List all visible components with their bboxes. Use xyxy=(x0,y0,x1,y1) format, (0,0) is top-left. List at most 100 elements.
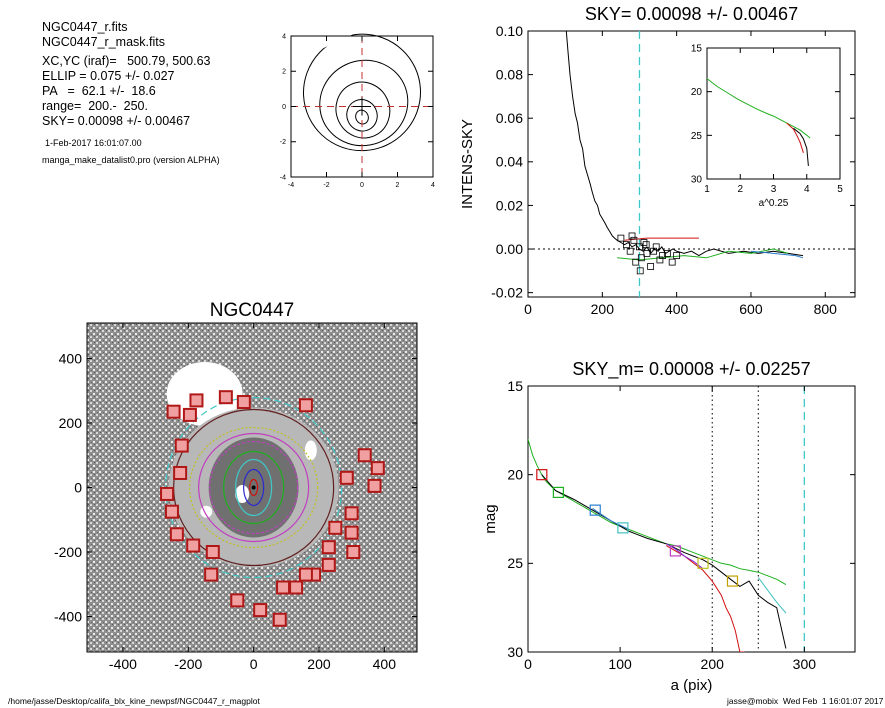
y-tick-label: 20 xyxy=(507,467,523,483)
inset-series-1 xyxy=(786,122,804,153)
masked-region-outline xyxy=(164,504,179,519)
x-tick-label: 600 xyxy=(739,301,763,317)
date-stamp: 1-Feb-2017 16:01:07.00 xyxy=(45,138,142,148)
masked-region-marker xyxy=(358,448,372,462)
x-tick-label: 200 xyxy=(591,301,615,317)
intens-ylabel: INTENS-SKY xyxy=(459,119,476,209)
y-tick-label: 200 xyxy=(59,415,83,431)
masked-region-outline xyxy=(321,540,336,555)
y-tick-label: -200 xyxy=(54,544,82,560)
masked-region-outline xyxy=(344,525,359,540)
contour-line xyxy=(355,109,369,125)
x-tick-label: 0 xyxy=(524,301,532,317)
masked-region-outline xyxy=(367,478,382,493)
x-tick-label: 0 xyxy=(250,656,258,672)
y-tick-label: -4 xyxy=(280,174,286,181)
mask-name: NGC0447_r_mask.fits xyxy=(42,35,165,49)
masked-region-marker xyxy=(299,398,313,412)
ellip-value: ELLIP = 0.075 +/- 0.027 xyxy=(42,69,175,83)
masked-region-marker xyxy=(322,540,336,554)
masked-region-marker xyxy=(165,505,179,519)
data-square xyxy=(642,241,650,249)
masked-region-marker xyxy=(345,526,359,540)
y-tick-label: 400 xyxy=(59,350,83,366)
intens-series-0 xyxy=(565,31,804,257)
masked-region-outline xyxy=(173,465,188,480)
x-tick-label: 1 xyxy=(704,184,710,195)
masked-region-marker xyxy=(206,545,220,559)
y-tick-label: 0.06 xyxy=(496,110,523,126)
data-square xyxy=(628,232,636,240)
x-tick-label: 100 xyxy=(608,656,632,672)
masked-region-marker xyxy=(219,390,233,404)
x-tick-label: 800 xyxy=(814,301,838,317)
intens-title: SKY= 0.00098 +/- 0.00467 xyxy=(585,4,798,24)
mag-title: SKY_m= 0.00008 +/- 0.02257 xyxy=(572,359,810,380)
isophote-square xyxy=(697,557,709,569)
masked-region-marker xyxy=(273,613,287,627)
masked-region-marker xyxy=(328,521,342,535)
intens-series-3 xyxy=(750,250,804,259)
galaxy-layer xyxy=(160,361,385,627)
masked-region-marker xyxy=(299,567,313,582)
isophote-square xyxy=(669,545,681,557)
masked-region-marker xyxy=(322,558,336,572)
masked-region-marker xyxy=(170,527,184,541)
masked-region-outline xyxy=(298,567,313,582)
program-name: manga_make_datalist0.pro (version ALPHA) xyxy=(42,155,220,165)
masked-region-marker xyxy=(173,466,187,480)
masked-region-marker xyxy=(204,567,218,582)
masked-region-marker xyxy=(189,393,204,408)
masked-region-marker xyxy=(237,395,251,409)
data-square xyxy=(632,258,640,266)
y-tick-label: 15 xyxy=(691,44,703,55)
galaxy-nucleus xyxy=(251,485,256,490)
intens-frame xyxy=(527,30,856,298)
y-tick-label: 15 xyxy=(507,378,523,394)
masked-region-marker xyxy=(289,580,303,595)
x-tick-label: 400 xyxy=(665,301,689,317)
masked-region-outline xyxy=(230,593,245,608)
masked-region-outline xyxy=(339,470,354,485)
masked-region-marker xyxy=(253,603,267,617)
x-tick-label: 0 xyxy=(360,182,364,189)
inset-frame xyxy=(706,47,841,180)
mag-series-1 xyxy=(541,474,787,649)
masked-region-outline xyxy=(189,393,204,408)
y-tick-label: -0.02 xyxy=(491,285,523,301)
isophote-ellipse xyxy=(209,440,299,535)
x-tick-label: 200 xyxy=(307,656,331,672)
y-tick-label: 0.10 xyxy=(496,23,523,39)
mag-series-5 xyxy=(757,577,787,614)
inset-series-2 xyxy=(793,127,809,166)
inset-xlabel: a^0.25 xyxy=(759,198,789,209)
isophote-ellipse xyxy=(223,450,285,525)
masked-region-outline xyxy=(289,580,304,595)
masked-region-marker xyxy=(367,479,382,493)
data-square xyxy=(623,241,630,249)
footer-user: jasse@mobix Wed Feb 1 16:01:07 2017 xyxy=(727,696,884,706)
x-tick-label: 300 xyxy=(793,656,817,672)
isophote-ellipse xyxy=(189,426,319,549)
masked-region-outline xyxy=(272,612,287,627)
y-tick-label: 0.04 xyxy=(496,154,523,170)
inset-series-0 xyxy=(706,78,811,139)
masked-region-marker xyxy=(345,506,359,520)
y-tick-label: 0.00 xyxy=(496,241,523,257)
isophote-square xyxy=(536,469,548,481)
y-tick-label: 0.08 xyxy=(496,67,523,83)
masked-region-marker xyxy=(166,405,181,419)
file-name: NGC0447_r.fits xyxy=(42,20,128,34)
data-square xyxy=(617,234,625,242)
data-square xyxy=(652,243,660,251)
masked-region-outline xyxy=(236,395,251,410)
pa-value: PA = 62.1 +/- 18.6 xyxy=(42,84,156,98)
masked-region-outline xyxy=(166,404,181,419)
mag-series-0 xyxy=(528,439,787,586)
info-panel: NGC0447_r.fits NGC0447_r_mask.fits XC,YC… xyxy=(42,20,220,168)
masked-region-outline xyxy=(357,448,372,463)
masked-region-outline xyxy=(346,545,361,560)
y-tick-label: 25 xyxy=(691,131,703,142)
masked-region-marker xyxy=(340,471,354,485)
footer-path: /home/jasse/Desktop/califa_blx_kine_newp… xyxy=(8,696,260,706)
